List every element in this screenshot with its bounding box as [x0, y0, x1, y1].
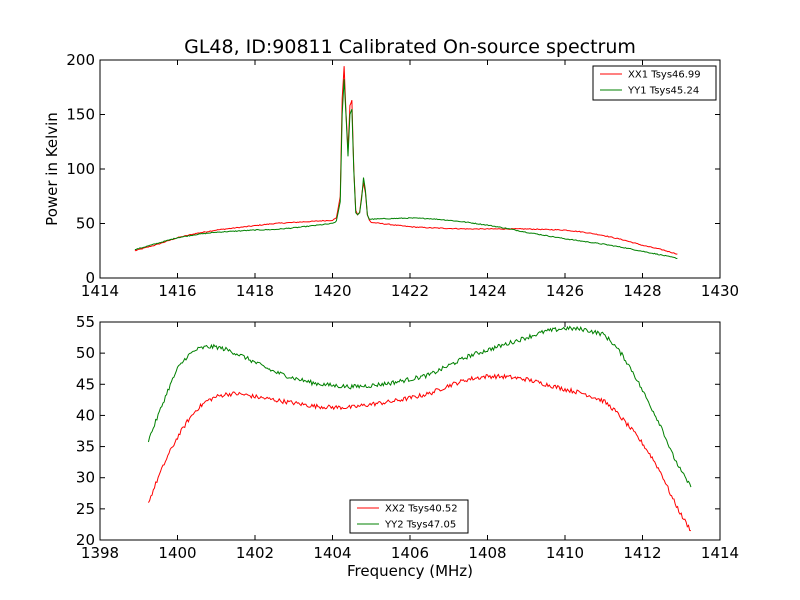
- top-y-tick-label: 0: [85, 269, 95, 287]
- bottom-series-group: [147, 325, 692, 532]
- top-x-tick-label: 1428: [623, 282, 661, 300]
- bottom-y-tick-label: 25: [76, 500, 95, 518]
- bottom-x-tick-label: 1398: [81, 544, 119, 562]
- bottom-y-ticks: 20 25 30 35 40 45 50 55: [76, 313, 720, 549]
- top-y-tick-label: 100: [66, 160, 95, 178]
- top-x-tick-label: 1418: [236, 282, 274, 300]
- bottom-y-tick-label: 45: [76, 375, 95, 393]
- bottom-x-tick-label: 1414: [701, 544, 739, 562]
- top-series-line-yy: [134, 79, 678, 260]
- top-x-tick-label: 1424: [468, 282, 506, 300]
- top-legend-label-yy1: YY1 Tsys45.24: [627, 86, 699, 97]
- bottom-series-line-xx: [148, 373, 691, 532]
- bottom-x-tick-label: 1410: [546, 544, 584, 562]
- top-legend-box: [592, 65, 717, 101]
- top-y-tick-label: 50: [76, 215, 95, 233]
- top-x-ticks: 1414 1416 1418 1420 1422 1424 1426 1428 1430: [81, 60, 739, 300]
- top-x-tick-label: 1414: [81, 282, 119, 300]
- top-subplot: 1414 1416 1418 1420 1422 1424 1426 1428 1430 0 50…: [43, 51, 739, 300]
- bottom-x-tick-label: 1406: [391, 544, 429, 562]
- bottom-y-tick-label: 55: [76, 313, 95, 331]
- top-series-group: [134, 66, 678, 260]
- bottom-series-line-yy: [147, 325, 692, 488]
- top-legend: XX1 Tsys46.99 YY1 Tsys45.24: [592, 65, 717, 101]
- top-legend-label-xx1: XX1 Tsys46.99: [628, 70, 701, 81]
- top-series-line-xx: [134, 66, 678, 255]
- top-y-ticks: 0 50 100 150 200: [66, 51, 720, 287]
- top-x-tick-label: 1422: [391, 282, 429, 300]
- bottom-x-axis-label: Frequency (MHz): [347, 562, 473, 580]
- top-x-tick-label: 1420: [313, 282, 351, 300]
- bottom-x-tick-label: 1408: [468, 544, 506, 562]
- bottom-subplot: 1398 1400 1402 1404 1406 1408 1410 1412 1414 202…: [76, 313, 739, 580]
- chart-title: GL48, ID:90811 Calibrated On-source spec…: [184, 36, 636, 58]
- bottom-x-tick-label: 1404: [313, 544, 351, 562]
- bottom-legend-label-xx2: XX2 Tsys40.52: [385, 504, 458, 515]
- bottom-x-tick-label: 1400: [158, 544, 196, 562]
- bottom-legend-box: [349, 499, 469, 534]
- top-x-tick-label: 1426: [546, 282, 584, 300]
- bottom-x-ticks: 1398 1400 1402 1404 1406 1408 1410 1412 1414: [81, 322, 739, 562]
- bottom-y-tick-label: 35: [76, 438, 95, 456]
- top-y-tick-label: 200: [66, 51, 95, 69]
- top-x-tick-label: 1416: [158, 282, 196, 300]
- bottom-x-tick-label: 1402: [236, 544, 274, 562]
- bottom-legend-label-yy2: YY2 Tsys47.05: [384, 520, 456, 531]
- bottom-y-tick-label: 20: [76, 531, 95, 549]
- bottom-y-tick-label: 50: [76, 344, 95, 362]
- top-x-tick-label: 1430: [701, 282, 739, 300]
- top-y-axis-label: Power in Kelvin: [43, 112, 61, 226]
- bottom-x-tick-label: 1412: [623, 544, 661, 562]
- bottom-legend: XX2 Tsys40.52 YY2 Tsys47.05: [349, 499, 469, 534]
- bottom-y-tick-label: 30: [76, 469, 95, 487]
- bottom-y-tick-label: 40: [76, 406, 95, 424]
- top-y-tick-label: 150: [66, 106, 95, 124]
